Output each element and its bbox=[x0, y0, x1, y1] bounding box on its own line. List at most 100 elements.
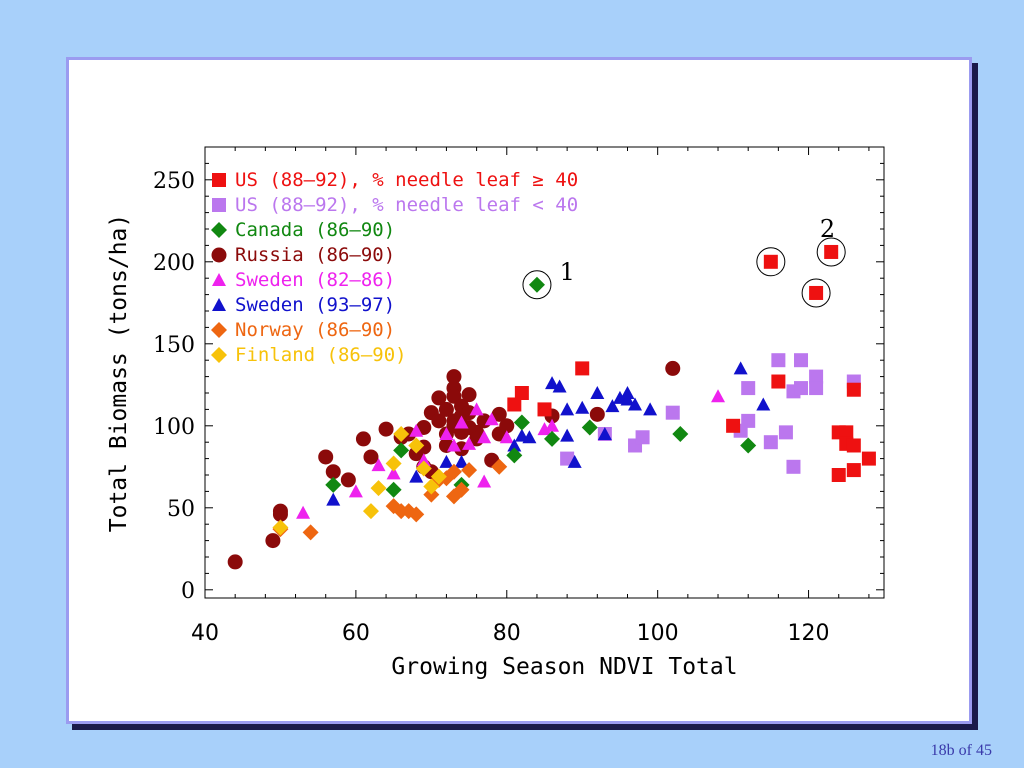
y-axis-title: Total Biomass (tons/ha) bbox=[106, 214, 132, 533]
data-point-circle bbox=[378, 421, 394, 437]
y-tick-label: 100 bbox=[153, 415, 195, 440]
legend-label: Canada (86–90) bbox=[235, 219, 395, 241]
data-point-square bbox=[809, 369, 824, 384]
highlight-circle bbox=[801, 278, 831, 308]
legend-marker bbox=[212, 173, 226, 187]
data-point-diamond bbox=[581, 419, 598, 436]
data-point-square bbox=[786, 459, 801, 474]
data-point-circle bbox=[446, 369, 462, 385]
y-tick-label: 50 bbox=[167, 497, 195, 522]
legend-label: Sweden (82–86) bbox=[235, 269, 395, 291]
data-point-square bbox=[741, 413, 756, 428]
data-point-circle bbox=[461, 405, 477, 421]
data-point-diamond bbox=[385, 455, 402, 472]
data-point-triangle bbox=[409, 469, 424, 483]
data-point-diamond bbox=[423, 478, 440, 495]
data-point-square bbox=[824, 244, 839, 259]
legend-marker bbox=[212, 198, 226, 212]
data-point-square bbox=[514, 386, 529, 400]
data-point-diamond bbox=[528, 276, 545, 293]
data-point-diamond bbox=[393, 426, 410, 442]
x-axis-title: Growing Season NDVI Total bbox=[391, 654, 737, 680]
data-point-triangle bbox=[477, 430, 492, 444]
data-point-triangle bbox=[560, 402, 575, 416]
data-point-triangle bbox=[628, 397, 643, 411]
data-point-triangle bbox=[552, 379, 567, 393]
legend-marker bbox=[212, 298, 226, 311]
data-point-square bbox=[839, 425, 854, 440]
x-tick-label: 120 bbox=[788, 621, 830, 646]
data-point-triangle bbox=[469, 402, 484, 416]
x-tick-label: 60 bbox=[342, 621, 370, 646]
data-point-diamond bbox=[491, 458, 508, 475]
data-point-circle bbox=[431, 413, 447, 429]
data-point-diamond bbox=[325, 476, 342, 493]
legend-label: Finland (86–90) bbox=[235, 344, 407, 366]
data-point-diamond bbox=[506, 447, 523, 464]
data-point-triangle bbox=[522, 430, 537, 444]
data-point-triangle bbox=[567, 454, 582, 468]
annotation-label: 1 bbox=[560, 258, 575, 286]
data-point-triangle bbox=[326, 492, 341, 506]
data-point-triangle bbox=[507, 438, 522, 452]
data-point-triangle bbox=[416, 453, 431, 467]
data-point-triangle bbox=[409, 423, 424, 437]
data-point-circle bbox=[227, 554, 243, 570]
data-point-square bbox=[809, 285, 824, 300]
data-point-triangle bbox=[620, 392, 635, 406]
data-point-square bbox=[846, 438, 861, 453]
data-point-triangle bbox=[590, 386, 605, 399]
data-point-triangle bbox=[545, 376, 560, 390]
legend-marker bbox=[211, 222, 227, 238]
data-point-diamond bbox=[362, 503, 379, 520]
data-point-diamond bbox=[430, 468, 447, 485]
annotation-label: 2 bbox=[820, 215, 835, 243]
data-point-triangle bbox=[560, 428, 575, 442]
data-point-diamond bbox=[272, 519, 289, 536]
data-point-circle bbox=[589, 406, 605, 422]
data-point-diamond bbox=[393, 442, 410, 459]
data-point-triangle bbox=[605, 399, 620, 413]
data-point-circle bbox=[355, 431, 371, 447]
legend-label: US (88–92), % needle leaf < 40 bbox=[235, 194, 578, 216]
data-point-circle bbox=[318, 449, 334, 465]
data-point-square bbox=[771, 353, 786, 368]
data-point-circle bbox=[265, 533, 281, 549]
data-point-circle bbox=[340, 472, 356, 488]
highlight-circle bbox=[756, 247, 786, 277]
y-tick-label: 200 bbox=[153, 251, 195, 276]
x-tick-label: 80 bbox=[493, 621, 521, 646]
data-point-triangle bbox=[499, 430, 514, 444]
legend-marker bbox=[211, 347, 227, 363]
data-point-triangle bbox=[733, 361, 748, 375]
data-point-triangle bbox=[439, 427, 454, 440]
data-point-diamond bbox=[370, 480, 387, 497]
data-point-diamond bbox=[385, 481, 402, 498]
data-point-triangle bbox=[446, 438, 461, 452]
data-point-circle bbox=[491, 406, 507, 422]
data-point-diamond bbox=[544, 430, 561, 447]
data-point-square bbox=[537, 402, 552, 417]
data-point-square bbox=[809, 381, 824, 396]
data-point-triangle bbox=[620, 386, 635, 399]
data-point-triangle bbox=[537, 422, 552, 436]
data-point-square bbox=[763, 254, 778, 269]
data-point-triangle bbox=[484, 412, 499, 426]
data-point-triangle bbox=[454, 415, 469, 429]
data-point-square bbox=[575, 361, 590, 376]
data-point-triangle bbox=[348, 484, 363, 498]
data-point-square bbox=[665, 405, 680, 420]
data-point-triangle bbox=[454, 454, 469, 468]
y-tick-label: 250 bbox=[153, 169, 195, 194]
data-point-triangle bbox=[462, 436, 477, 450]
y-tick-label: 150 bbox=[153, 333, 195, 358]
data-point-circle bbox=[438, 401, 454, 417]
data-point-triangle bbox=[439, 454, 454, 468]
data-point-diamond bbox=[445, 463, 462, 480]
legend-marker bbox=[211, 247, 227, 263]
data-point-diamond bbox=[400, 503, 417, 520]
data-point-diamond bbox=[461, 462, 478, 479]
data-point-diamond bbox=[408, 437, 425, 454]
data-point-diamond bbox=[415, 460, 432, 477]
